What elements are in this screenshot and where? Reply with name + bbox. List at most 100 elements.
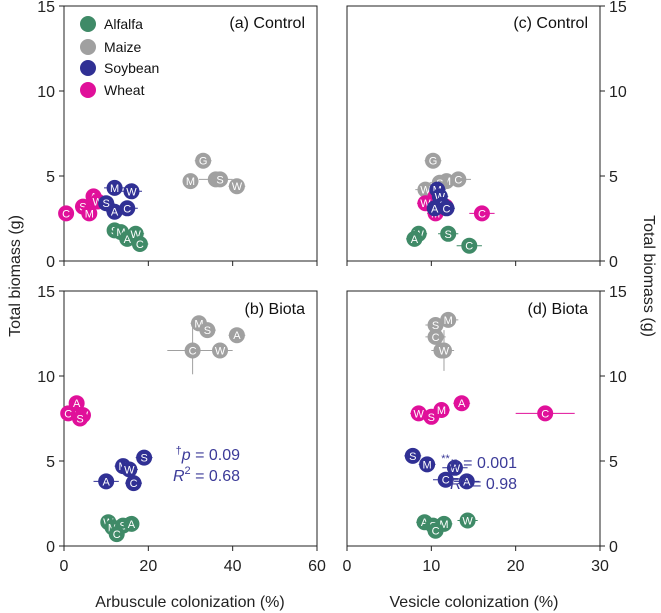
point-c-soybean-12 xyxy=(438,200,455,217)
point-label-d-alfalfa-2: M xyxy=(439,519,448,531)
panel-c-title: (c) Control xyxy=(513,15,588,32)
point-b-soybean-13 xyxy=(98,473,115,490)
point-label-b-wheat-19: S xyxy=(76,414,83,426)
y-tick-label-d-1: 5 xyxy=(609,454,618,471)
legend-label-soybean: Soybean xyxy=(104,60,159,76)
point-label-d-alfalfa-0: A xyxy=(421,517,429,529)
point-label-d-soybean-10: S xyxy=(409,451,416,463)
stat-r-symbol-d: R xyxy=(450,476,462,493)
y-tick-label-c-0: 0 xyxy=(609,254,618,271)
point-d-soybean-12 xyxy=(446,459,463,476)
y-tick-label-c-3: 15 xyxy=(609,0,627,16)
stat-p-symbol-d: p xyxy=(449,455,459,472)
point-label-b-wheat-16: C xyxy=(64,408,72,420)
point-a-soybean-14 xyxy=(106,203,123,220)
point-b-alfalfa-4 xyxy=(108,526,125,543)
panel-a-frame xyxy=(63,5,318,262)
y-tick-label-a-1: 5 xyxy=(46,169,55,186)
point-a-maize-5 xyxy=(195,152,212,169)
panel-b-title: (b) Biota xyxy=(245,301,306,318)
y-tick-label-a-3: 15 xyxy=(37,0,55,16)
panel-d-title: (d) Biota xyxy=(528,301,589,318)
y-tick-label-d-2: 10 xyxy=(609,369,627,386)
point-label-b-alfalfa-3: A xyxy=(128,519,136,531)
point-b-maize-7 xyxy=(228,327,245,344)
point-d-wheat-19 xyxy=(537,405,554,422)
x-tick-label-b-0: 0 xyxy=(60,558,69,575)
marks-layer: GMCSWSMAWCAWSMCMWSCAGCMSWWASCAWSMCMWSCAM… xyxy=(58,152,575,543)
point-d-maize-6 xyxy=(427,317,444,333)
point-label-c-maize-8: W xyxy=(420,185,431,197)
point-label-b-soybean-14: C xyxy=(130,478,138,490)
y-tick-label-d-3: 15 xyxy=(609,284,627,301)
point-label-b-alfalfa-2: S xyxy=(119,521,126,533)
point-label-a-alfalfa-4: C xyxy=(136,239,144,251)
point-label-a-wheat-19: C xyxy=(62,208,70,220)
point-a-maize-6 xyxy=(182,173,199,190)
point-label-d-maize-5: M xyxy=(444,315,453,327)
point-d-maize-7 xyxy=(427,328,444,345)
point-a-wheat-18 xyxy=(81,205,98,222)
point-label-d-maize-6: S xyxy=(432,320,439,332)
point-label-d-soybean-12: W xyxy=(450,463,461,475)
point-label-c-maize-4: G xyxy=(429,156,438,168)
y-tick-label-a-2: 10 xyxy=(37,84,55,101)
y-axis-title-left: Total biomass (g) xyxy=(7,215,24,337)
point-label-a-maize-6: M xyxy=(186,176,195,188)
panel-a-title: (a) Control xyxy=(229,15,305,32)
point-d-alfalfa-4 xyxy=(459,512,476,529)
ticks-layer: 0 5 10 15 0 5 10 15 0 5 10 15 0 5 10 15 0 20 40 60 0 10 20 30 xyxy=(37,0,627,575)
legend-label-maize: Maize xyxy=(104,39,142,55)
panel-c-frame xyxy=(346,5,601,262)
point-c-wheat-18 xyxy=(473,205,490,222)
point-d-soybean-13 xyxy=(437,471,454,488)
point-label-d-alfalfa-4: W xyxy=(462,516,473,528)
point-label-b-maize-5: M xyxy=(194,318,203,330)
point-label-c-wheat-18: C xyxy=(478,208,486,220)
point-label-b-maize-6: S xyxy=(204,325,211,337)
y-tick-label-c-2: 10 xyxy=(609,84,627,101)
point-label-d-maize-7: C xyxy=(432,332,440,344)
x-axis-title-left: Arbuscule colonization (%) xyxy=(95,594,284,611)
point-b-soybean-10 xyxy=(136,449,153,466)
stat-p-value-b: = 0.09 xyxy=(191,447,240,464)
point-d-maize-9 xyxy=(435,342,452,359)
point-a-maize-9 xyxy=(228,178,245,195)
point-label-d-wheat-17: M xyxy=(437,405,446,417)
stat-p-value-d: = 0.001 xyxy=(459,455,517,472)
point-label-c-alfalfa-1: A xyxy=(411,234,419,246)
point-d-wheat-18 xyxy=(453,395,470,412)
point-b-maize-9 xyxy=(212,342,229,359)
point-label-a-alfalfa-1: M xyxy=(116,227,125,239)
x-tick-label-b-1: 20 xyxy=(139,558,157,575)
point-label-b-soybean-12: W xyxy=(124,465,135,477)
stat-r2-d: R2 = 0.98 xyxy=(450,473,517,493)
point-b-maize-6 xyxy=(199,322,216,339)
point-label-d-soybean-11: M xyxy=(423,459,432,471)
point-label-d-soybean-13: C xyxy=(442,475,450,487)
point-a-soybean-13 xyxy=(119,200,136,217)
legend-marker-maize xyxy=(80,39,96,55)
y-tick-label-b-3: 15 xyxy=(37,284,55,301)
point-a-maize-8 xyxy=(212,171,229,188)
stat-r-value-d: = 0.98 xyxy=(468,476,517,493)
panel-d-frame xyxy=(346,290,601,547)
point-label-a-soybean-11: W xyxy=(126,186,137,198)
point-label-b-maize-8: C xyxy=(189,346,197,358)
point-label-b-maize-9: W xyxy=(215,346,226,358)
point-b-wheat-19 xyxy=(72,410,89,427)
point-d-maize-5 xyxy=(440,311,457,328)
y-tick-label-a-0: 0 xyxy=(46,254,55,271)
point-d-wheat-17 xyxy=(433,402,450,418)
point-label-b-wheat-15: A xyxy=(73,398,81,410)
panel-b-frame xyxy=(63,290,318,547)
point-label-a-maize-5: G xyxy=(199,156,208,168)
x-tick-label-b-2: 40 xyxy=(224,558,242,575)
point-label-d-wheat-15: W xyxy=(413,408,424,420)
legend-marker-soybean xyxy=(80,60,96,76)
point-label-a-alfalfa-3: W xyxy=(130,229,141,241)
point-label-a-soybean-10: M xyxy=(110,183,119,195)
point-label-a-wheat-18: M xyxy=(85,208,94,220)
point-label-a-soybean-14: A xyxy=(111,207,119,219)
